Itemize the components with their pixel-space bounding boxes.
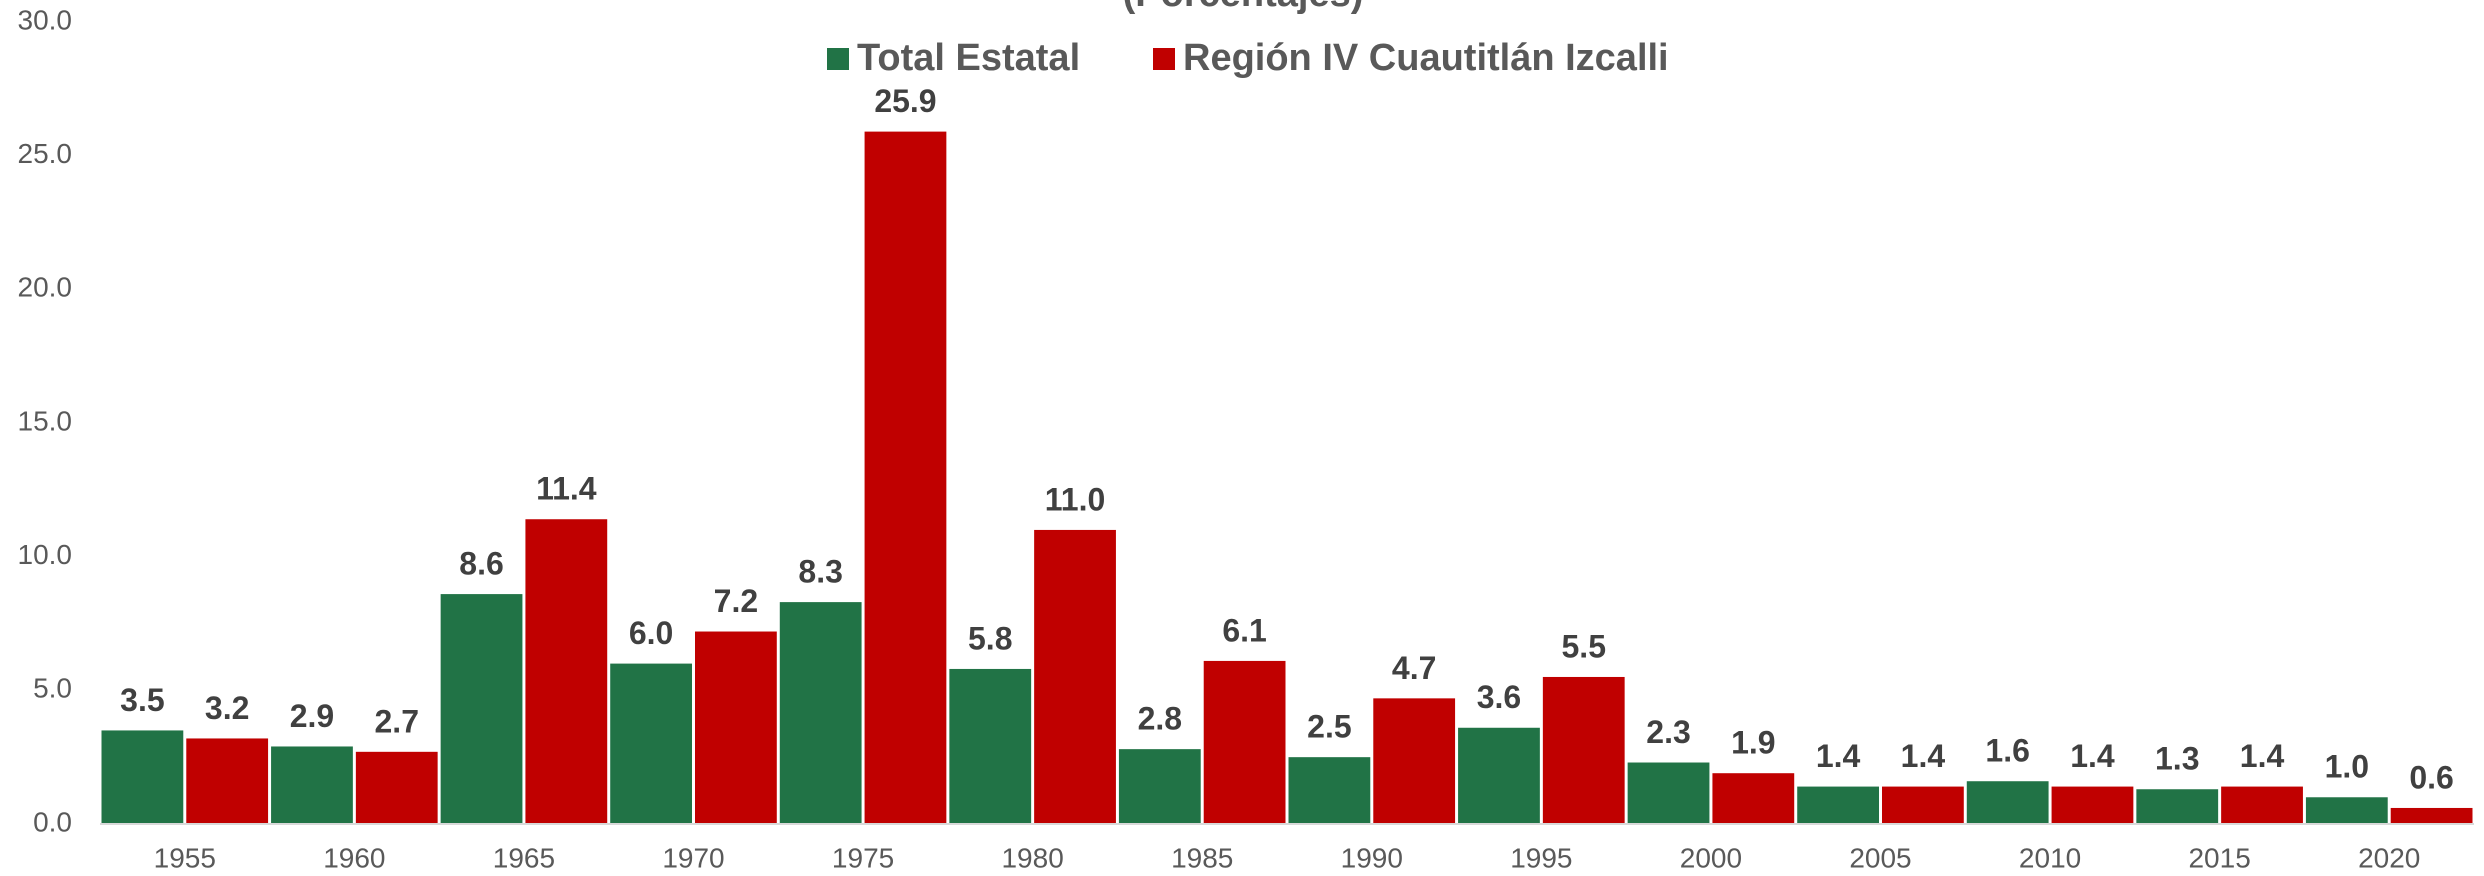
bar — [1118, 749, 1201, 824]
bar — [271, 746, 353, 824]
y-tick-label: 15.0 — [18, 405, 73, 436]
data-label: 1.4 — [2240, 738, 2285, 774]
data-label: 6.1 — [1222, 612, 1266, 648]
bar — [1373, 698, 1456, 824]
chart-subtitle: (Porcentajes) — [1123, 0, 1364, 15]
bar — [1458, 727, 1540, 824]
bar — [1203, 660, 1286, 824]
x-tick-label: 1975 — [832, 842, 894, 873]
bar — [101, 730, 184, 824]
x-tick-label: 1995 — [1510, 842, 1572, 873]
bar — [186, 738, 269, 824]
y-tick-label: 20.0 — [18, 272, 73, 303]
bar — [1882, 786, 1964, 824]
data-label: 2.5 — [1307, 709, 1351, 745]
data-label: 7.2 — [714, 583, 758, 619]
y-tick-label: 0.0 — [33, 806, 72, 837]
data-label: 2.9 — [290, 698, 334, 734]
data-label: 4.7 — [1392, 650, 1436, 686]
bar — [2136, 789, 2219, 824]
bar — [2390, 807, 2473, 824]
x-tick-label: 1990 — [1341, 842, 1403, 873]
bar — [2221, 786, 2303, 824]
bar — [1712, 773, 1795, 824]
bar — [1288, 757, 1371, 824]
data-label: 2.7 — [375, 703, 419, 739]
data-label: 5.8 — [968, 620, 1012, 656]
y-tick-label: 5.0 — [33, 673, 72, 704]
bar — [2305, 797, 2388, 824]
bar — [695, 631, 777, 824]
data-label: 3.2 — [205, 690, 249, 726]
bar — [440, 594, 523, 824]
y-tick-label: 25.0 — [18, 138, 73, 169]
data-label: 11.4 — [536, 471, 597, 507]
x-tick-label: 1960 — [323, 842, 385, 873]
legend-label: Total Estatal — [857, 37, 1080, 79]
data-label: 5.5 — [1562, 628, 1606, 664]
data-label: 25.9 — [874, 83, 936, 119]
x-tick-label: 2000 — [1680, 842, 1742, 873]
data-label: 3.5 — [120, 682, 164, 718]
data-label: 2.3 — [1646, 714, 1690, 750]
legend-swatch — [1153, 48, 1175, 70]
bar — [1627, 762, 1710, 824]
bar — [355, 751, 438, 824]
bar — [1542, 676, 1625, 824]
data-label: 1.4 — [1816, 738, 1861, 774]
data-label: 1.4 — [2070, 738, 2115, 774]
bar — [1966, 781, 2049, 824]
y-tick-label: 10.0 — [18, 539, 73, 570]
bar — [2051, 786, 2134, 824]
legend-label: Región IV Cuautitlán Izcalli — [1183, 37, 1669, 79]
bar — [864, 131, 947, 824]
x-tick-label: 1985 — [1171, 842, 1233, 873]
data-label: 8.6 — [459, 546, 503, 582]
bar — [525, 519, 608, 824]
bar — [779, 602, 862, 824]
x-tick-label: 1955 — [154, 842, 216, 873]
data-label: 3.6 — [1477, 679, 1521, 715]
data-label: 1.6 — [1985, 733, 2029, 769]
x-tick-label: 2020 — [2358, 842, 2420, 873]
data-label: 6.0 — [629, 615, 673, 651]
data-label: 1.9 — [1731, 725, 1775, 761]
legend-swatch — [827, 48, 849, 70]
data-label: 8.3 — [798, 554, 842, 590]
data-label: 1.0 — [2325, 749, 2369, 785]
data-label: 2.8 — [1138, 701, 1182, 737]
data-label: 11.0 — [1045, 481, 1106, 517]
bar — [1797, 786, 1879, 824]
x-tick-label: 1965 — [493, 842, 555, 873]
bar — [949, 668, 1032, 824]
bar — [610, 663, 692, 824]
x-tick-label: 2015 — [2188, 842, 2250, 873]
data-label: 1.4 — [1901, 738, 1946, 774]
data-label: 0.6 — [2409, 759, 2453, 795]
x-tick-label: 1980 — [1001, 842, 1063, 873]
data-label: 1.3 — [2155, 741, 2199, 777]
x-tick-label: 1970 — [662, 842, 724, 873]
bar — [1034, 529, 1116, 824]
x-tick-label: 2005 — [1849, 842, 1911, 873]
y-tick-label: 30.0 — [18, 4, 73, 35]
x-tick-label: 2010 — [2019, 842, 2081, 873]
